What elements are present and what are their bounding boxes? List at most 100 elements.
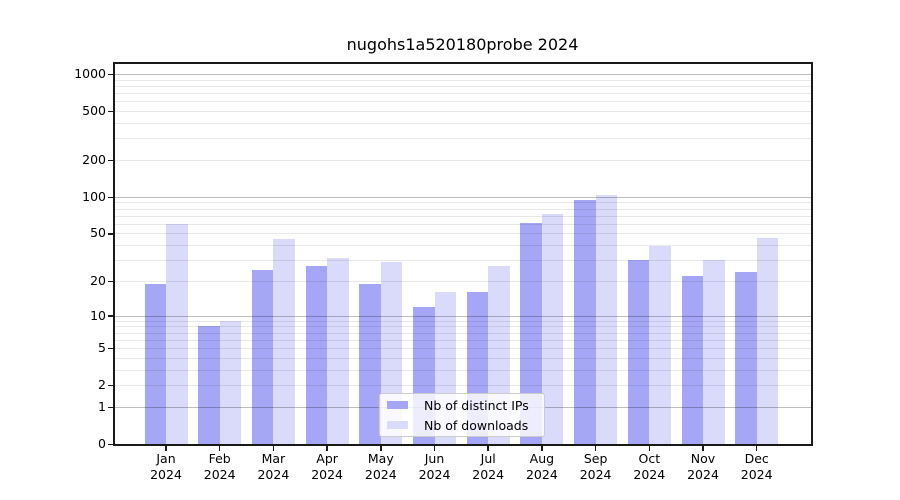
gridline-300 xyxy=(114,138,811,140)
bar-distinct-ips-nov xyxy=(681,276,703,444)
month-label: Jul xyxy=(480,451,496,466)
x-tick-jul xyxy=(487,445,489,451)
x-tick-label-mar: Mar 2024 xyxy=(241,451,305,483)
x-tick-label-jul: Jul 2024 xyxy=(456,451,520,483)
y-tick-label-1: 1 xyxy=(98,398,106,414)
gridline-400 xyxy=(114,122,811,124)
year-label: 2024 xyxy=(150,467,182,482)
x-tick-label-apr: Apr 2024 xyxy=(295,451,359,483)
bar-distinct-ips-aug xyxy=(520,222,542,444)
gridline-70 xyxy=(114,215,811,217)
bar-distinct-ips-mar xyxy=(251,269,274,444)
x-tick-label-jan: Jan 2024 xyxy=(134,451,198,483)
month-label: Apr xyxy=(316,451,338,466)
y-tick-label-100: 100 xyxy=(82,188,106,204)
top-spine xyxy=(113,62,813,64)
bottom-spine xyxy=(113,444,813,446)
bar-downloads-sep xyxy=(595,195,618,444)
bar-distinct-ips-oct xyxy=(627,260,650,444)
year-label: 2024 xyxy=(525,467,558,482)
gridline-2 xyxy=(114,385,811,387)
gridline-500 xyxy=(114,111,811,113)
y-tick-2 xyxy=(108,384,113,387)
y-tick-label-200: 200 xyxy=(82,151,106,167)
y-tick-50 xyxy=(108,233,113,235)
month-label: Nov xyxy=(690,451,716,466)
gridline-5 xyxy=(114,348,811,350)
gridline-3 xyxy=(114,369,811,371)
x-tick-apr xyxy=(326,445,328,451)
bar-downloads-oct xyxy=(649,246,671,444)
bar-distinct-ips-jan xyxy=(144,283,166,444)
y-tick-5 xyxy=(108,347,113,350)
month-label: Feb xyxy=(208,451,231,466)
bar-downloads-aug xyxy=(541,214,564,444)
x-tick-dec xyxy=(755,445,758,451)
legend-label: Nb of downloads xyxy=(424,417,529,433)
y-tick-20 xyxy=(108,280,113,283)
x-tick-jun xyxy=(433,445,436,451)
bar-distinct-ips-may xyxy=(359,283,381,444)
bar-distinct-ips-dec xyxy=(735,271,757,444)
x-tick-label-oct: Oct 2024 xyxy=(617,451,681,483)
x-tick-oct xyxy=(648,445,651,451)
x-tick-label-may: May 2024 xyxy=(349,451,413,483)
y-tick-label-1000: 1000 xyxy=(74,66,106,81)
x-tick-label-feb: Feb 2024 xyxy=(188,451,252,483)
bar-downloads-nov xyxy=(703,260,725,444)
gridline-80 xyxy=(114,208,811,210)
x-tick-label-jun: Jun 2024 xyxy=(403,451,467,483)
y-tick-label-2: 2 xyxy=(98,377,106,393)
x-tick-may xyxy=(380,445,382,451)
bar-distinct-ips-apr xyxy=(305,265,328,444)
gridline-200 xyxy=(114,159,811,161)
month-label: May xyxy=(367,451,394,466)
right-spine xyxy=(811,62,813,446)
gridline-700 xyxy=(114,93,811,95)
month-label: Oct xyxy=(638,451,661,466)
x-tick-label-aug: Aug 2024 xyxy=(510,451,574,483)
gridline-900 xyxy=(114,79,811,81)
bar-downloads-dec xyxy=(756,237,779,444)
bar-downloads-apr xyxy=(327,258,349,444)
x-tick-label-dec: Dec 2024 xyxy=(725,451,789,483)
y-tick-label-5: 5 xyxy=(98,340,106,356)
year-label: 2024 xyxy=(203,467,236,482)
year-label: 2024 xyxy=(311,467,343,482)
x-tick-label-sep: Sep 2024 xyxy=(564,451,628,483)
gridline-9 xyxy=(114,320,811,322)
month-label: Sep xyxy=(583,451,608,466)
x-tick-feb xyxy=(218,445,221,451)
y-tick-100 xyxy=(108,196,113,199)
y-tick-label-500: 500 xyxy=(82,103,106,119)
y-tick-label-50: 50 xyxy=(90,225,106,241)
gridline-7 xyxy=(114,332,811,334)
year-label: 2024 xyxy=(633,467,666,482)
bar-distinct-ips-sep xyxy=(574,199,596,444)
y-tick-500 xyxy=(108,110,113,113)
bar-distinct-ips-feb xyxy=(198,326,220,444)
bar-downloads-feb xyxy=(219,320,242,444)
month-label: Aug xyxy=(529,451,555,466)
x-tick-nov xyxy=(702,445,704,451)
y-tick-1000 xyxy=(108,73,113,76)
x-tick-label-nov: Nov 2024 xyxy=(671,451,735,483)
left-spine xyxy=(113,62,115,446)
y-tick-label-0: 0 xyxy=(98,436,106,451)
year-label: 2024 xyxy=(579,467,612,482)
gridline-30 xyxy=(114,260,811,262)
legend-item: Nb of downloads xyxy=(380,416,544,434)
x-tick-jan xyxy=(165,445,167,451)
y-tick-label-20: 20 xyxy=(90,272,106,288)
bar-downloads-mar xyxy=(273,238,295,444)
year-label: 2024 xyxy=(257,467,290,482)
y-tick-1 xyxy=(108,406,113,409)
gridline-20 xyxy=(114,280,811,282)
month-label: Jan xyxy=(156,451,176,466)
y-tick-200 xyxy=(108,159,113,162)
gridline-10 xyxy=(114,315,811,317)
legend-swatch-downloads xyxy=(387,420,408,430)
year-label: 2024 xyxy=(418,467,451,482)
x-tick-mar xyxy=(272,445,275,451)
y-tick-10 xyxy=(108,315,113,317)
